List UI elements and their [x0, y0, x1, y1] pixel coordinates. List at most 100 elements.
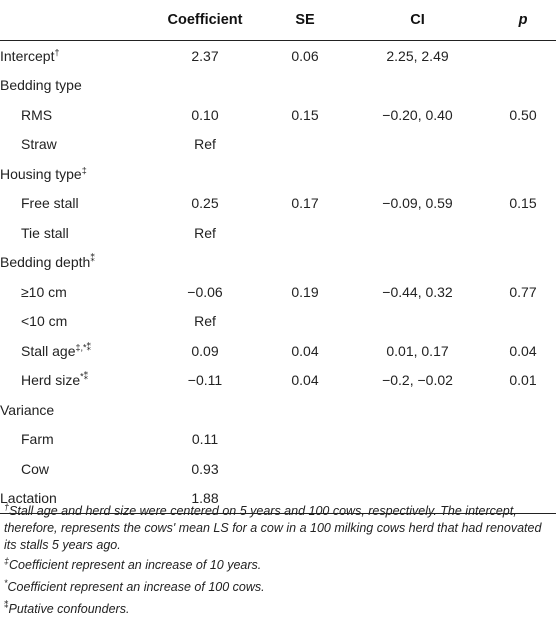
- cell-se: [265, 307, 345, 337]
- footnote-text: Coefficient represent an increase of 100…: [7, 580, 265, 594]
- row-footnote-mark: ‡,*⁑: [75, 342, 91, 353]
- row-label: Lactation: [0, 490, 57, 507]
- table-row: Intercept† 2.37 0.06 2.25, 2.49: [0, 41, 556, 71]
- cell-ci: −0.20, 0.40: [382, 106, 453, 123]
- footnote-mark: *: [4, 577, 8, 588]
- cell-p: [490, 159, 556, 189]
- footnote-2: ‡Coefficient represent an increase of 10…: [4, 556, 549, 574]
- row-label-cell: Intercept†: [0, 41, 145, 71]
- footnote-text: Coefficient represent an increase of 10 …: [9, 558, 262, 572]
- table-body: Intercept† 2.37 0.06 2.25, 2.49 Bedding type…: [0, 41, 556, 514]
- row-label: Farm: [21, 431, 54, 448]
- table-row: Lactation 1.88: [0, 483, 556, 514]
- cell-p: 0.04: [509, 342, 537, 359]
- row-label: RMS: [21, 106, 53, 123]
- cell-coefficient: 0.25: [191, 195, 219, 212]
- table-row: Variance: [0, 395, 556, 425]
- cell-se: 0.04: [291, 372, 319, 389]
- cell-se: 0.17: [291, 195, 319, 212]
- cell-ci: 0.01, 0.17: [386, 342, 449, 359]
- cell-p: [490, 71, 556, 101]
- row-label: Straw: [21, 136, 57, 153]
- cell-ci: [345, 248, 490, 278]
- row-footnote-mark: ‡: [81, 165, 87, 176]
- table-row: Bedding depth⁑: [0, 248, 556, 278]
- header-se: SE: [265, 0, 345, 41]
- footnote-4: ⁑Putative confounders.: [4, 599, 549, 618]
- header-ci: CI: [345, 0, 490, 41]
- table-row: ≥10 cm −0.06 0.19 −0.44, 0.32 0.77: [0, 277, 556, 307]
- row-label-cell: Stall age‡,*⁑: [0, 336, 145, 366]
- row-label-cell: Lactation: [0, 483, 145, 514]
- cell-se: 0.04: [291, 342, 319, 359]
- cell-se: [265, 248, 345, 278]
- cell-ci: −0.44, 0.32: [382, 283, 453, 300]
- cell-coefficient: 0.10: [191, 106, 219, 123]
- row-label-cell: Cow: [0, 454, 145, 484]
- cell-coefficient: Ref: [194, 313, 216, 330]
- cell-p: 0.77: [509, 283, 537, 300]
- cell-se: [265, 395, 345, 425]
- row-label: Herd size: [21, 372, 81, 389]
- cell-p: 0.15: [509, 195, 537, 212]
- regression-table: Coefficient SE CI p Intercept† 2.37 0.06 2.…: [0, 0, 556, 514]
- cell-ci: [345, 425, 490, 455]
- row-label-cell: Bedding type: [0, 71, 145, 101]
- cell-ci: [345, 395, 490, 425]
- row-label: Bedding depth: [0, 254, 91, 271]
- row-label-cell: RMS: [0, 100, 145, 130]
- row-label: Tie stall: [21, 224, 69, 241]
- table-row: Free stall 0.25 0.17 −0.09, 0.59 0.15: [0, 189, 556, 219]
- footnote-mark: ⁑: [4, 599, 9, 610]
- cell-ci: [345, 71, 490, 101]
- cell-ci: −0.2, −0.02: [382, 372, 453, 389]
- cell-se: [265, 130, 345, 160]
- cell-coefficient: Ref: [194, 136, 216, 153]
- table-row: RMS 0.10 0.15 −0.20, 0.40 0.50: [0, 100, 556, 130]
- cell-ci: 2.25, 2.49: [386, 47, 449, 64]
- row-footnote-mark: †: [54, 47, 60, 58]
- cell-coefficient: −0.06: [187, 283, 223, 300]
- cell-ci: [345, 159, 490, 189]
- cell-coefficient: [145, 71, 265, 101]
- cell-coefficient: 0.11: [191, 431, 219, 448]
- row-label: Stall age: [21, 342, 76, 359]
- row-label: Housing type: [0, 165, 82, 182]
- row-label: ≥10 cm: [21, 283, 67, 300]
- cell-p: [490, 248, 556, 278]
- footnote-3: *Coefficient represent an increase of 10…: [4, 577, 549, 596]
- cell-se: [265, 71, 345, 101]
- cell-coefficient: 0.93: [191, 460, 219, 477]
- cell-p: [490, 454, 556, 484]
- cell-se: 0.19: [291, 283, 319, 300]
- table-row: Herd size*⁑ −0.11 0.04 −0.2, −0.02 0.01: [0, 366, 556, 396]
- row-label-cell: Tie stall: [0, 218, 145, 248]
- cell-p: 0.50: [509, 106, 537, 123]
- row-label: Intercept: [0, 47, 55, 64]
- cell-se: 0.15: [291, 106, 319, 123]
- footnote-text: Putative confounders.: [8, 602, 130, 616]
- row-label: Cow: [21, 460, 50, 477]
- row-label-cell: Free stall: [0, 189, 145, 219]
- cell-ci: −0.09, 0.59: [382, 195, 453, 212]
- header-p: p: [490, 0, 556, 41]
- cell-se: [265, 483, 345, 514]
- row-footnote-mark: ⁑: [90, 253, 95, 264]
- cell-p: [490, 307, 556, 337]
- cell-coefficient: 2.37: [191, 47, 219, 64]
- header-coefficient: Coefficient: [145, 0, 265, 41]
- footnote-mark: †: [4, 501, 10, 512]
- cell-p: [490, 130, 556, 160]
- row-label-cell: <10 cm: [0, 307, 145, 337]
- cell-p: [490, 395, 556, 425]
- cell-ci: [345, 130, 490, 160]
- cell-ci: [345, 307, 490, 337]
- row-label: Variance: [0, 401, 55, 418]
- row-label: Bedding type: [0, 77, 82, 94]
- cell-se: [265, 159, 345, 189]
- row-label-cell: ≥10 cm: [0, 277, 145, 307]
- table-row: Stall age‡,*⁑ 0.09 0.04 0.01, 0.17 0.04: [0, 336, 556, 366]
- row-footnote-mark: *⁑: [80, 371, 89, 382]
- cell-ci: [345, 454, 490, 484]
